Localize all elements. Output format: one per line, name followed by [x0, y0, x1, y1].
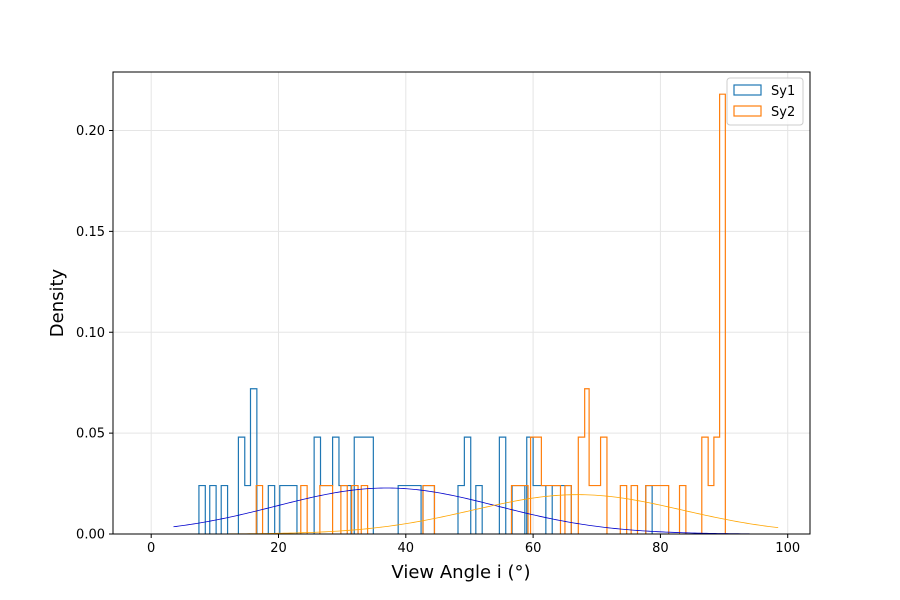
x-tick-label: 20 [270, 541, 287, 556]
y-tick-label: 0.15 [76, 225, 105, 240]
x-tick-label: 0 [147, 541, 155, 556]
legend-swatch-sy2 [733, 105, 762, 117]
grid [113, 72, 810, 535]
y-axis-ticks: 0.00 0.05 0.10 0.15 0.20 [76, 124, 113, 543]
x-tick-label: 40 [398, 541, 415, 556]
density-curve-sy1 [173, 487, 750, 535]
density-curve-sy2 [144, 494, 779, 535]
y-tick-label: 0.10 [76, 326, 105, 341]
histogram-sy2-outline [255, 93, 726, 534]
x-tick-label: 100 [775, 541, 800, 556]
legend: Sy1 Sy2 [726, 77, 804, 126]
plot-frame [112, 71, 811, 535]
y-tick-label: 0.20 [76, 124, 105, 139]
x-axis-ticks: 0 20 40 60 80 100 [147, 534, 800, 556]
x-axis-label: View Angle i (°) [391, 562, 530, 583]
y-axis-label: Density [47, 268, 68, 337]
x-tick-label: 60 [525, 541, 542, 556]
legend-label-sy2: Sy2 [771, 105, 795, 120]
x-tick-label: 80 [652, 541, 669, 556]
legend-label-sy1: Sy1 [771, 84, 795, 99]
y-tick-label: 0.05 [76, 427, 105, 442]
histogram-bars [198, 93, 726, 535]
y-tick-label: 0.00 [76, 528, 105, 543]
density-curves [144, 487, 779, 535]
legend-box [726, 77, 804, 126]
legend-swatch-sy1 [733, 84, 762, 96]
